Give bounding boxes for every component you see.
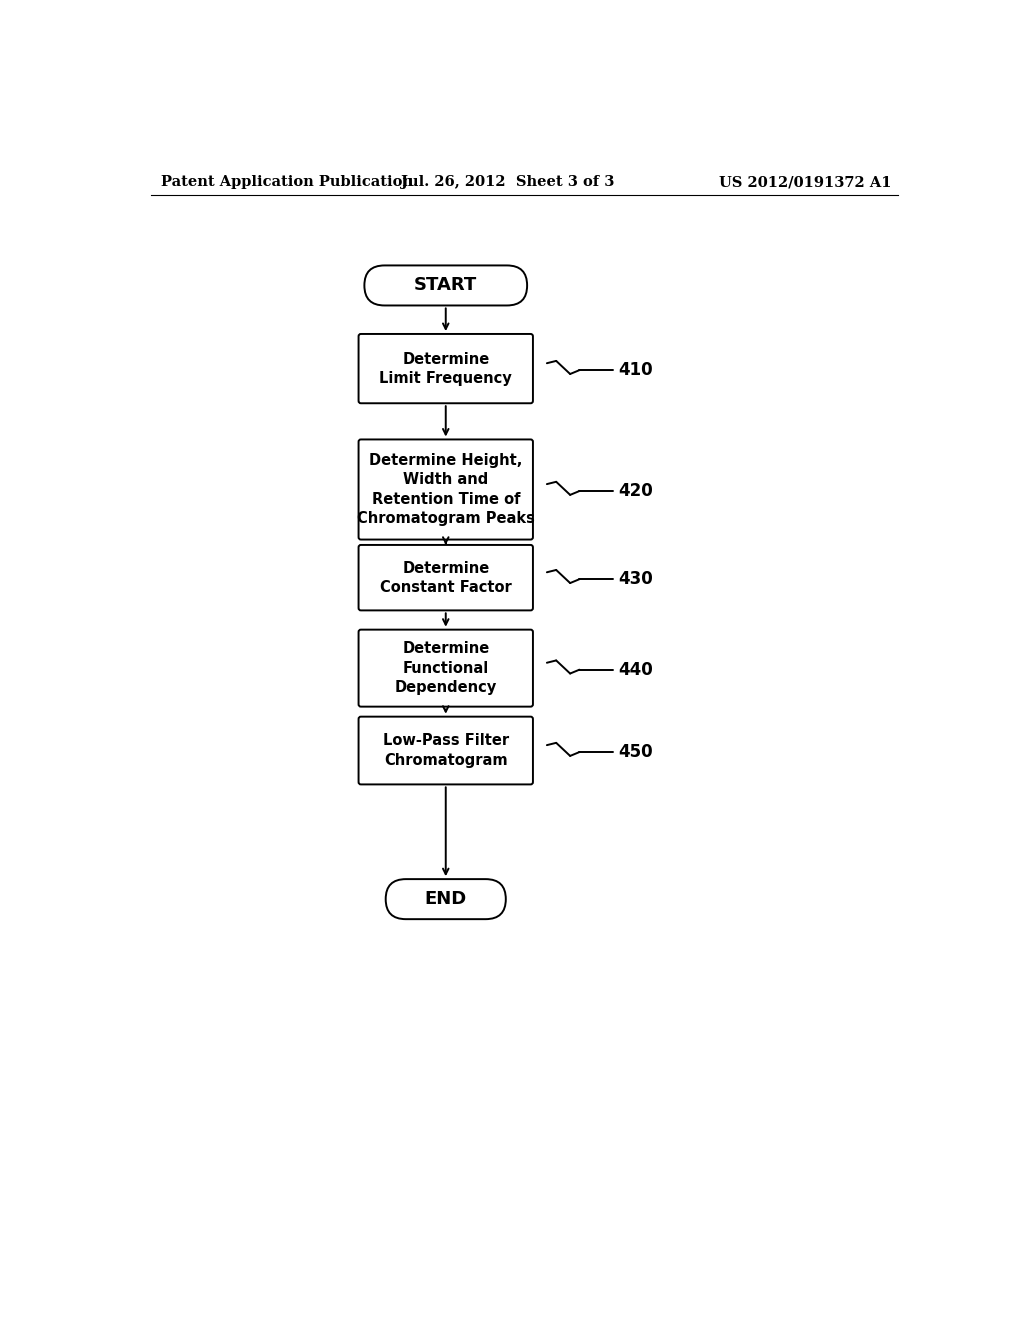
FancyBboxPatch shape xyxy=(358,630,532,706)
Text: 440: 440 xyxy=(618,661,653,678)
Text: US 2012/0191372 A1: US 2012/0191372 A1 xyxy=(719,176,891,189)
Text: Determine Height,
Width and
Retention Time of
Chromatogram Peaks: Determine Height, Width and Retention Ti… xyxy=(356,453,535,525)
FancyBboxPatch shape xyxy=(386,879,506,919)
Text: Patent Application Publication: Patent Application Publication xyxy=(161,176,413,189)
FancyBboxPatch shape xyxy=(358,334,532,404)
Text: 450: 450 xyxy=(618,743,653,762)
Text: 430: 430 xyxy=(618,570,653,589)
Text: START: START xyxy=(414,276,477,294)
Text: Determine
Functional
Dependency: Determine Functional Dependency xyxy=(394,642,497,694)
FancyBboxPatch shape xyxy=(358,717,532,784)
Text: 420: 420 xyxy=(618,482,653,500)
Text: Determine
Constant Factor: Determine Constant Factor xyxy=(380,561,512,595)
Text: Low-Pass Filter
Chromatogram: Low-Pass Filter Chromatogram xyxy=(383,734,509,768)
Text: Jul. 26, 2012  Sheet 3 of 3: Jul. 26, 2012 Sheet 3 of 3 xyxy=(401,176,614,189)
Text: Determine
Limit Frequency: Determine Limit Frequency xyxy=(379,351,512,385)
Text: END: END xyxy=(425,890,467,908)
Text: 410: 410 xyxy=(618,362,653,379)
FancyBboxPatch shape xyxy=(358,545,532,610)
FancyBboxPatch shape xyxy=(358,440,532,540)
FancyBboxPatch shape xyxy=(365,265,527,305)
